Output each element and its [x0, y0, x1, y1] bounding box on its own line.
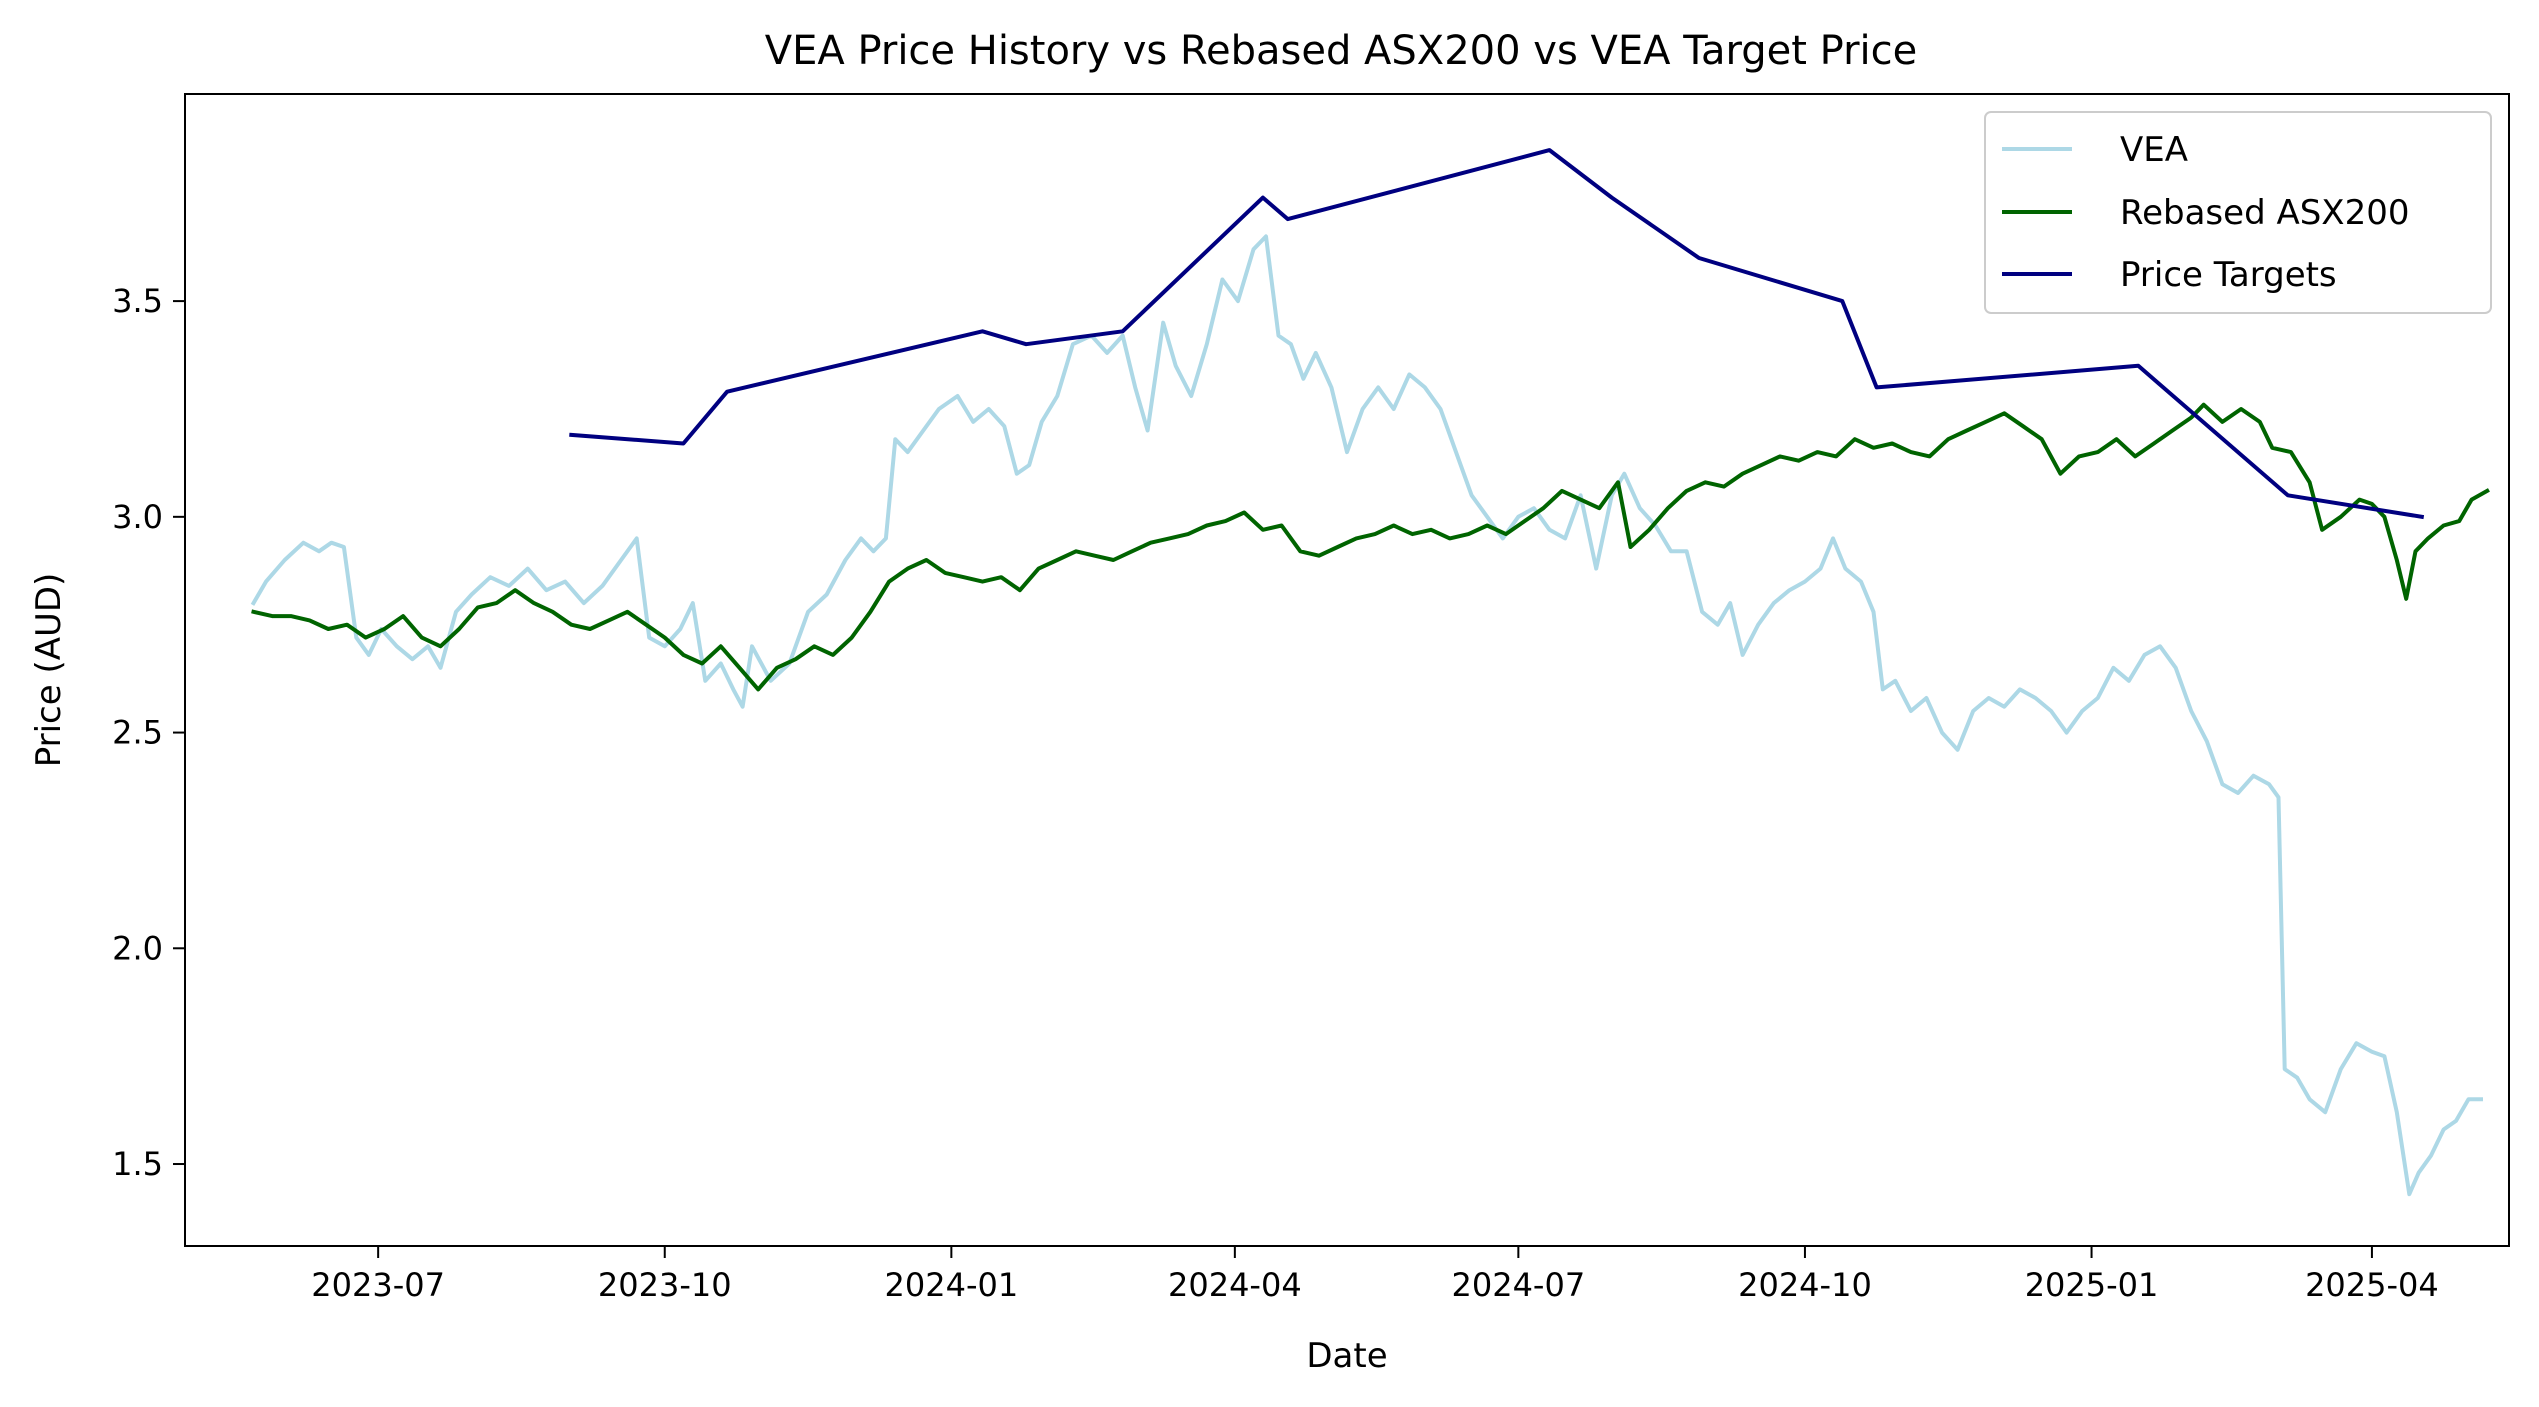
x-tick-label: 2024-10: [1738, 1266, 1872, 1304]
x-tick-label: 2024-01: [885, 1266, 1019, 1304]
y-axis-label: Price (AUD): [29, 573, 69, 768]
chart-title: VEA Price History vs Rebased ASX200 vs V…: [765, 28, 1918, 74]
y-tick-label: 3.0: [112, 498, 163, 536]
series-layer: [250, 148, 2490, 1197]
legend-label-rebased-asx200: Rebased ASX200: [2120, 193, 2409, 233]
x-tick-label: 2025-01: [2025, 1266, 2159, 1304]
x-tick-label: 2023-07: [311, 1266, 445, 1304]
x-axis-ticks: 2023-07 2023-10 2024-01 2024-04 2024-07 2024-…: [311, 1246, 2439, 1304]
x-axis-label: Date: [1306, 1336, 1387, 1376]
x-tick-label: 2025-04: [2305, 1266, 2439, 1304]
y-tick-label: 1.5: [112, 1145, 163, 1183]
legend-label-vea: VEA: [2120, 130, 2188, 170]
y-tick-label: 2.0: [112, 929, 163, 967]
series-line-vea: [250, 234, 2483, 1197]
series-line-price-targets: [569, 148, 2425, 520]
y-axis-ticks: 1.5 2.0 2.5 3.0 3.5: [112, 282, 185, 1183]
legend: VEA Rebased ASX200 Price Targets: [1984, 111, 2492, 314]
y-tick-label: 2.5: [112, 714, 163, 752]
series-line-rebased-asx200: [251, 402, 2490, 692]
legend-box: [1984, 111, 2492, 314]
y-tick-label: 3.5: [112, 282, 163, 320]
legend-label-price-targets: Price Targets: [2120, 255, 2337, 295]
x-tick-label: 2024-04: [1168, 1266, 1302, 1304]
x-tick-label: 2023-10: [598, 1266, 732, 1304]
x-tick-label: 2024-07: [1451, 1266, 1585, 1304]
plot-frame: [184, 93, 2510, 1247]
